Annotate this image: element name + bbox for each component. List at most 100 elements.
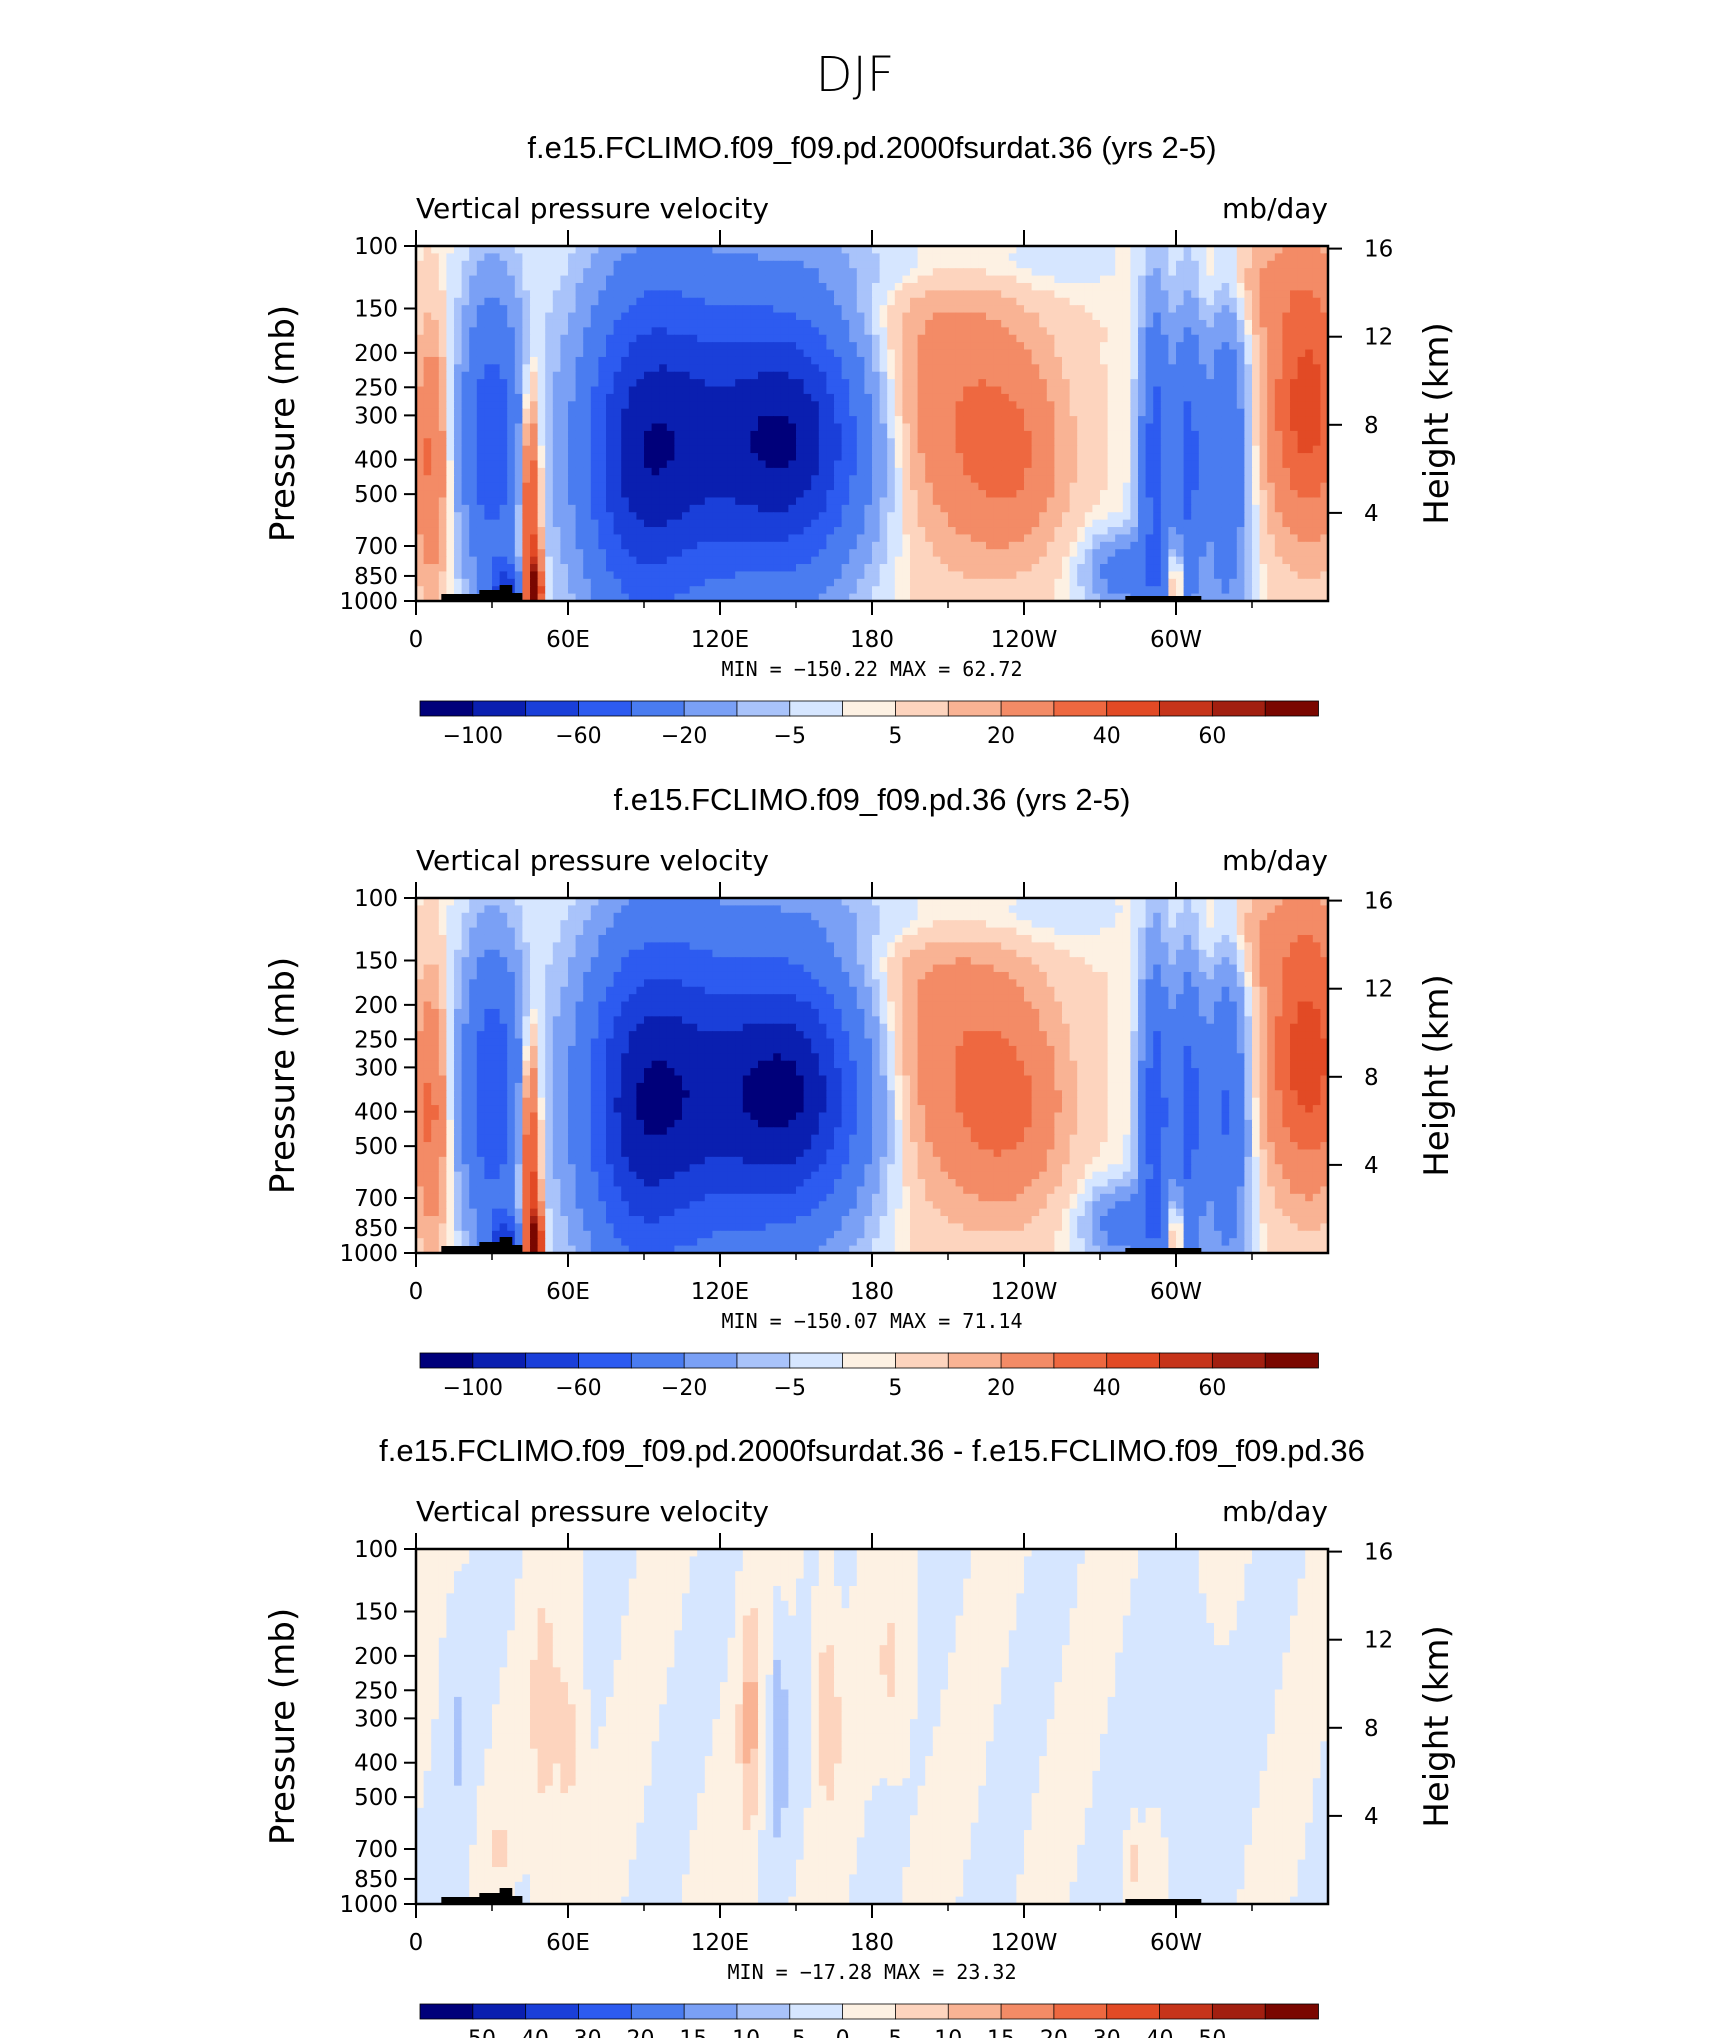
colorbar-swatch [472, 2003, 527, 2020]
colorbar-label: 40 [1093, 724, 1121, 749]
colorbar-label: 30 [1093, 2027, 1121, 2038]
y-tick-label: 1000 [339, 1241, 398, 1267]
colorbar-label: 5 [888, 2027, 902, 2038]
colorbar-label: 5 [888, 1376, 902, 1401]
colorbar-swatch [630, 1352, 686, 1369]
y-tick-label: 400 [354, 448, 398, 474]
y-right-tick-label: 16 [1364, 1540, 1393, 1566]
colorbar-label: −5 [774, 2027, 806, 2038]
colorbar-swatch [895, 700, 950, 717]
y-right-tick-label: 4 [1364, 1153, 1379, 1179]
variable-label: Vertical pressure velocity [416, 192, 769, 225]
colorbar-label: −100 [443, 724, 503, 749]
y-tick-label: 250 [354, 1678, 398, 1704]
x-tick-label: 60E [546, 1930, 590, 1956]
colorbar-label: −20 [661, 1376, 707, 1401]
panel-title: f.e15.FCLIMO.f09_f09.pd.2000fsurdat.36 -… [379, 1433, 1365, 1468]
colorbar-swatch [683, 700, 738, 717]
colorbar-label: 40 [1146, 2027, 1174, 2038]
y-tick-label: 850 [354, 1216, 398, 1242]
y-right-tick-label: 16 [1364, 237, 1393, 263]
colorbar-label: 10 [934, 2027, 962, 2038]
topography-africa [441, 585, 523, 601]
colorbar-swatch [947, 2003, 1002, 2020]
field-raster [416, 898, 1328, 1253]
colorbar-swatch [683, 1352, 738, 1369]
y-tick-label: 500 [354, 482, 398, 508]
y-tick-label: 100 [354, 1537, 398, 1563]
units-label: mb/day [1222, 844, 1328, 877]
colorbar-swatch [1159, 2003, 1214, 2020]
colorbar-label: −100 [443, 1376, 503, 1401]
x-tick-label: 180 [850, 627, 894, 653]
topography-africa [441, 1237, 523, 1253]
y-tick-label: 150 [354, 949, 398, 975]
y-tick-label: 100 [354, 886, 398, 912]
colorbar-label: −5 [774, 1376, 806, 1401]
colorbar-swatch [1264, 700, 1319, 717]
x-tick-label: 60E [546, 627, 590, 653]
colorbar-label: 20 [987, 1376, 1015, 1401]
figure-title: DJF [816, 47, 895, 103]
colorbar-swatch [525, 1352, 580, 1369]
y-axis-label: Pressure (mb) [263, 957, 303, 1194]
colorbar-swatch [472, 1352, 527, 1369]
units-label: mb/day [1222, 1495, 1328, 1528]
y-tick-label: 400 [354, 1751, 398, 1777]
colorbar-label: −20 [608, 2027, 654, 2038]
colorbar-swatch [683, 2003, 738, 2020]
colorbar-swatch [947, 1352, 1002, 1369]
x-tick-label: 120E [691, 627, 749, 653]
colorbar-label: −40 [502, 2027, 548, 2038]
y-right-tick-label: 4 [1364, 1804, 1379, 1830]
colorbar-swatch [1159, 1352, 1214, 1369]
x-tick-label: 60E [546, 1279, 590, 1305]
y-right-tick-label: 12 [1364, 977, 1393, 1003]
y-tick-label: 250 [354, 1027, 398, 1053]
x-tick-label: 0 [409, 627, 424, 653]
colorbar-label: −60 [555, 724, 601, 749]
y-tick-label: 700 [354, 1837, 398, 1863]
y-right-tick-label: 4 [1364, 501, 1379, 527]
colorbar-swatch [419, 700, 474, 717]
panel-1: f.e15.FCLIMO.f09_f09.pd.2000fsurdat.36 (… [263, 130, 1457, 749]
y-axis-label-right: Height (km) [1417, 1625, 1457, 1828]
y-tick-label: 150 [354, 1600, 398, 1626]
y-tick-label: 300 [354, 1706, 398, 1732]
colorbar-swatch [1211, 1352, 1267, 1369]
colorbar-swatch [842, 700, 897, 717]
y-tick-label: 850 [354, 1867, 398, 1893]
panel-title: f.e15.FCLIMO.f09_f09.pd.36 (yrs 2-5) [614, 782, 1131, 817]
colorbar-swatch [1159, 700, 1214, 717]
topography-andes [1125, 1248, 1202, 1253]
colorbar-swatch [1106, 1352, 1161, 1369]
x-tick-label: 120E [691, 1930, 749, 1956]
topography-africa [441, 1888, 523, 1904]
min-max-text: MIN = −150.07 MAX = 71.14 [721, 1309, 1022, 1333]
colorbar-swatch [525, 700, 580, 717]
y-tick-label: 250 [354, 375, 398, 401]
colorbar-swatch [1053, 700, 1108, 717]
colorbar-swatch [842, 2003, 897, 2020]
colorbar-label: 60 [1198, 1376, 1226, 1401]
y-tick-label: 500 [354, 1134, 398, 1160]
field-raster [416, 246, 1328, 601]
x-tick-label: 120W [991, 1279, 1058, 1305]
y-axis-label-right: Height (km) [1417, 322, 1457, 525]
colorbar-swatch [1000, 2003, 1055, 2020]
colorbar-swatch [895, 1352, 950, 1369]
x-tick-label: 0 [409, 1279, 424, 1305]
y-right-tick-label: 8 [1364, 1065, 1379, 1091]
y-tick-label: 150 [354, 297, 398, 323]
colorbar-swatch [1106, 700, 1161, 717]
y-right-tick-label: 12 [1364, 1628, 1393, 1654]
colorbar-label: 15 [987, 2027, 1015, 2038]
colorbar-swatch [947, 700, 1002, 717]
y-tick-label: 400 [354, 1100, 398, 1126]
colorbar-swatch [1000, 700, 1055, 717]
y-tick-label: 850 [354, 564, 398, 590]
x-tick-label: 120W [991, 1930, 1058, 1956]
panels: f.e15.FCLIMO.f09_f09.pd.2000fsurdat.36 (… [263, 130, 1457, 2038]
x-tick-label: 120W [991, 627, 1058, 653]
